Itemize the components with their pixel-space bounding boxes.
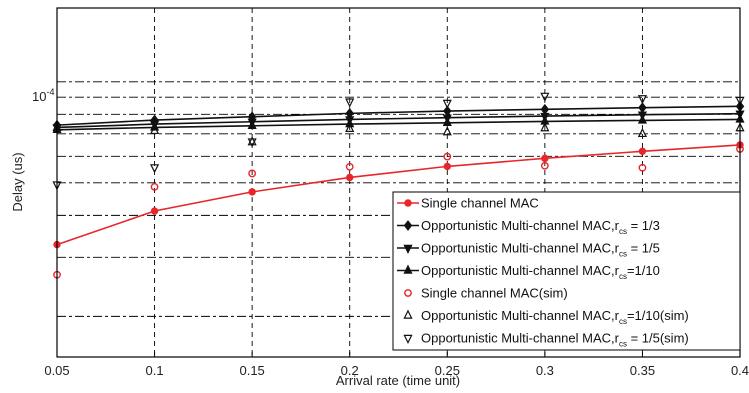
legend-entry: Single channel MAC(sim) (404, 286, 568, 301)
data-point (442, 116, 452, 126)
series-7 (52, 92, 745, 191)
legend-label: Opportunistic Multi-channel MAC,rcs = 1/… (421, 331, 689, 349)
data-point (248, 188, 256, 196)
data-point (403, 309, 413, 319)
data-point (540, 161, 549, 170)
y-axis-label: Delay (us) (10, 152, 25, 211)
data-point (540, 92, 550, 102)
legend-label: Single channel MAC(sim) (421, 286, 568, 301)
data-point (403, 244, 413, 254)
data-point (150, 182, 159, 191)
data-point (638, 102, 647, 114)
x-axis-label: Arrival rate (time unit) (336, 373, 460, 388)
data-point (403, 334, 413, 344)
x-tick-label: 0.25 (435, 363, 460, 378)
legend-label: Opportunistic Multi-channel MAC,rcs=1/10… (421, 308, 689, 326)
legend-entry: Opportunistic Multi-channel MAC,rcs = 1/… (397, 218, 660, 236)
data-point (248, 169, 257, 178)
x-tick-label: 0.05 (44, 363, 69, 378)
data-point (404, 289, 412, 297)
legend-label: Opportunistic Multi-channel MAC,rcs=1/10 (421, 263, 660, 281)
series-line (56, 112, 741, 129)
data-point (638, 147, 647, 155)
data-point (247, 138, 257, 148)
series-5 (53, 145, 744, 279)
legend-label: Opportunistic Multi-channel MAC,rcs = 1/… (421, 241, 660, 259)
x-tick-label: 0.2 (341, 363, 359, 378)
legend-entry: Single channel MAC (397, 196, 539, 211)
x-tick-label: 0.35 (630, 363, 655, 378)
data-point (637, 127, 647, 138)
series-line (56, 105, 741, 126)
data-point (638, 163, 647, 172)
plot-frame (56, 7, 741, 358)
data-point (345, 122, 355, 133)
series-line (56, 144, 741, 246)
data-point (637, 114, 647, 124)
data-point (346, 173, 354, 182)
series-line (56, 118, 741, 131)
axes (56, 7, 741, 358)
data-point (442, 126, 452, 136)
y-tick-base: 10 (32, 89, 46, 104)
data-point (637, 95, 647, 105)
y-tick-label: 10-4 (32, 87, 54, 104)
x-tick-label: 0.15 (239, 363, 264, 378)
data-point (404, 199, 412, 207)
legend: Single channel MAC Opportunistic Multi-ch… (392, 191, 741, 351)
data-point (247, 119, 257, 129)
legend-entry: Opportunistic Multi-channel MAC,rcs=1/10… (403, 308, 689, 326)
ticks: 0.05 0.1 0.15 0.2 0.25 0.3 0.35 0.4 (44, 352, 749, 378)
data-point (345, 162, 354, 171)
data-point (443, 162, 451, 171)
y-tick-exponent: -4 (46, 87, 54, 97)
legend-entry: Opportunistic Multi-channel MAC,rcs = 1/… (397, 241, 660, 259)
x-tick-label: 0.3 (536, 363, 554, 378)
data-point (345, 98, 355, 108)
data-point (150, 164, 160, 174)
x-tick-label: 0.1 (146, 363, 164, 378)
data-point (403, 264, 413, 274)
data-point (541, 154, 549, 163)
legend-box (392, 191, 741, 351)
grid (57, 8, 740, 357)
data-point (403, 220, 413, 231)
data-point (442, 99, 452, 109)
data-point (540, 103, 550, 115)
legend-entry: Opportunistic Multi-channel MAC,rcs=1/10 (397, 263, 660, 281)
data-point (150, 124, 160, 135)
legend-entry: Opportunistic Multi-channel MAC,rcs = 1/… (403, 331, 689, 349)
data-point (443, 152, 452, 161)
data-point (150, 207, 159, 215)
data-point (540, 122, 550, 132)
legend-label: Opportunistic Multi-channel MAC,rcs = 1/… (421, 218, 660, 236)
x-tick-label: 0.4 (731, 363, 749, 378)
legend-label: Single channel MAC (421, 196, 539, 211)
